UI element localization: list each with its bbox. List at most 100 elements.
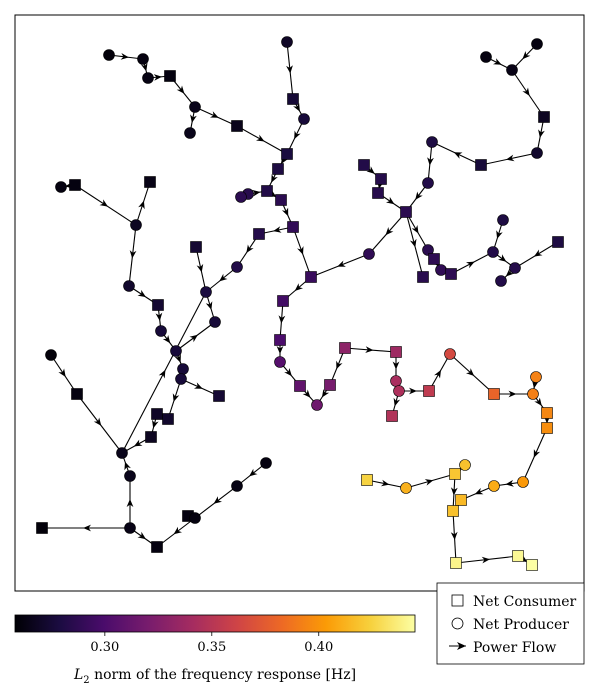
consumer-node (417, 271, 429, 283)
legend-flow-label: Power Flow (473, 640, 556, 656)
producer-node (184, 127, 196, 139)
consumer-node (361, 474, 373, 486)
flow-arrow (286, 65, 293, 74)
producer-node (390, 375, 402, 387)
producer-node (170, 345, 182, 357)
flow-arrow (466, 368, 475, 376)
consumer-node (324, 379, 336, 391)
flow-arrow (453, 152, 463, 159)
consumer-node (475, 159, 487, 171)
flow-arrow (205, 301, 213, 310)
consumer-node (390, 346, 402, 358)
flow-arrow (409, 387, 417, 395)
flow-arrow (506, 154, 515, 162)
flow-arrow (474, 487, 484, 495)
flow-arrow (278, 315, 286, 324)
flow-arrow (155, 312, 163, 321)
producer-node (517, 476, 529, 488)
flow-arrow (189, 334, 198, 343)
consumer-node (261, 185, 273, 197)
producer-node (130, 219, 142, 231)
producer-node (298, 113, 310, 125)
flow-arrow (174, 354, 181, 363)
consumer-node (151, 541, 163, 553)
flow-arrow (424, 479, 434, 486)
producer-node (506, 64, 518, 76)
producer-node (231, 261, 243, 273)
consumer-node (386, 410, 398, 422)
flow-arrow (140, 62, 148, 72)
flow-arrow (293, 103, 300, 112)
flow-arrow (496, 230, 503, 239)
legend-producer-label: Net Producer (473, 617, 569, 633)
flow-arrow (321, 389, 330, 398)
producer-node (116, 447, 128, 459)
square-icon (451, 594, 464, 607)
consumer-node (162, 413, 174, 425)
flow-arrow (271, 174, 278, 183)
consumer-node (253, 228, 265, 240)
producer-node (209, 316, 221, 328)
circle-icon (451, 617, 464, 630)
flow-arrow (137, 531, 146, 540)
consumer-node (358, 159, 370, 171)
consumer-node (552, 236, 564, 248)
consumer-node (213, 390, 225, 402)
producer-node (426, 136, 438, 148)
flow-arrow (466, 261, 475, 269)
producer-node (422, 244, 434, 256)
producer-node (124, 470, 136, 482)
consumer-node (488, 388, 500, 400)
consumer-node (447, 505, 459, 517)
flow-arrow (294, 283, 303, 291)
producer-node (444, 348, 456, 360)
producer-node (177, 363, 189, 375)
consumer-node (339, 342, 351, 354)
flow-arrow (427, 157, 434, 166)
flow-arrow (450, 531, 458, 540)
producer-node (124, 522, 136, 534)
flow-arrow (505, 479, 514, 487)
flow-arrow (409, 238, 417, 248)
consumer-node (526, 559, 538, 571)
network-nodes (36, 36, 564, 571)
plot-frame (14, 14, 585, 592)
consumer-node (538, 111, 550, 123)
flow-arrow (190, 114, 197, 123)
consumer-node (423, 385, 435, 397)
consumer-node (69, 179, 81, 191)
consumer-node (275, 194, 287, 206)
flow-arrow (533, 249, 543, 257)
producer-node (363, 248, 375, 260)
flow-arrow (129, 250, 137, 259)
flow-arrow (252, 189, 261, 197)
producer-node (175, 373, 187, 385)
consumer-node (145, 431, 157, 443)
flow-arrow (58, 368, 66, 377)
flow-arrow (508, 390, 517, 398)
colorbar-tick-label: 0.35 (197, 640, 226, 655)
colorbar-tick-label: 0.30 (90, 640, 119, 655)
flow-arrow (213, 496, 222, 504)
colorbar-frame (14, 614, 416, 633)
flow-arrow (176, 85, 185, 94)
flow-arrow (522, 87, 530, 96)
flow-arrow (498, 254, 507, 262)
flow-arrow (415, 191, 423, 200)
producer-node (488, 480, 500, 492)
producer-node (235, 191, 247, 203)
flow-arrow (534, 397, 542, 406)
consumer-node (144, 176, 156, 188)
consumer-node (274, 334, 286, 346)
flow-arrow (249, 468, 258, 477)
consumer-node (164, 70, 176, 82)
consumer-node (277, 295, 289, 307)
consumer-node (445, 268, 457, 280)
producer-node (103, 49, 115, 61)
producer-node (45, 349, 57, 361)
flow-arrow (124, 461, 131, 471)
producer-node (260, 457, 272, 469)
producer-node (281, 36, 293, 48)
producer-node (530, 371, 542, 383)
